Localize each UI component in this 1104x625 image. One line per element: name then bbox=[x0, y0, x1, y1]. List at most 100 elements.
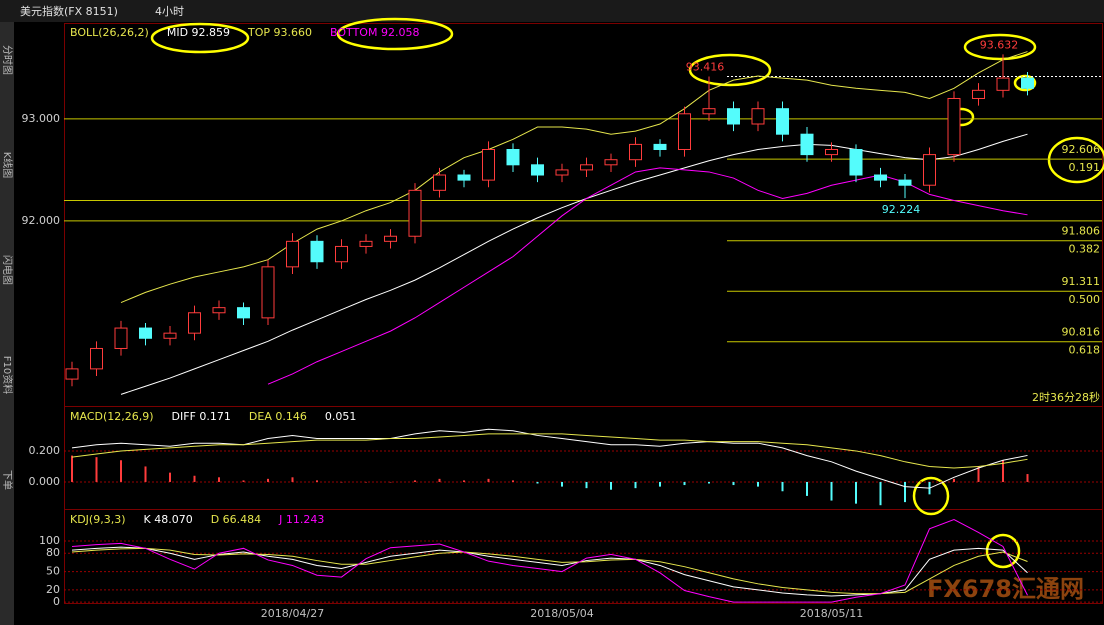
candle-body bbox=[212, 307, 226, 314]
candle-body bbox=[604, 159, 618, 166]
fib-price: 91.311 bbox=[1062, 275, 1101, 288]
circle bbox=[150, 22, 250, 54]
macd-bar bbox=[438, 478, 441, 482]
price-annotation: 93.416 bbox=[686, 60, 725, 73]
macd-bar bbox=[830, 481, 833, 501]
circle bbox=[985, 533, 1021, 569]
candle-body bbox=[678, 113, 691, 151]
candle-body bbox=[629, 143, 642, 161]
candle-body bbox=[727, 108, 740, 125]
fib-price: 92.606 bbox=[1062, 143, 1101, 156]
price-annotation: 93.632 bbox=[980, 38, 1019, 51]
macd-bar bbox=[95, 457, 98, 482]
series-line bbox=[120, 51, 1028, 304]
sidebar-tab[interactable]: 闪电图 bbox=[1, 255, 14, 285]
legend-label: BOLL(26,26,2) bbox=[70, 26, 149, 39]
series-line bbox=[71, 519, 1028, 603]
candle-body bbox=[947, 97, 961, 156]
sidebar-tab[interactable]: F10资料 bbox=[1, 356, 14, 394]
macd-bar bbox=[585, 481, 588, 489]
macd-bar bbox=[144, 466, 147, 482]
y-tick-label: 20 bbox=[46, 583, 60, 596]
macd-bar bbox=[389, 481, 392, 483]
sidebar-tab[interactable]: 下单 bbox=[1, 470, 13, 490]
macd-bar bbox=[659, 481, 661, 487]
candle-body bbox=[751, 108, 765, 125]
macd-bar bbox=[316, 480, 318, 482]
x-tick-label: 2018/05/04 bbox=[530, 607, 593, 620]
series-line bbox=[71, 546, 1028, 597]
candle-body bbox=[188, 312, 201, 334]
legend-label: KDJ(9,3,3) bbox=[70, 513, 126, 526]
sidebar-tab[interactable]: K线图 bbox=[1, 152, 14, 179]
candle-body bbox=[433, 174, 446, 191]
macd-bar bbox=[291, 477, 294, 482]
series-line bbox=[71, 433, 1028, 469]
candle-body bbox=[1021, 77, 1034, 89]
countdown: 2时36分28秒 bbox=[1032, 390, 1100, 404]
legend-label: DIFF 0.171 bbox=[172, 410, 231, 423]
fib-ratio: 0.382 bbox=[1069, 243, 1101, 256]
sidebar-tab[interactable]: 分时图 bbox=[1, 45, 13, 75]
macd-bar bbox=[781, 481, 784, 492]
candle-body bbox=[286, 240, 299, 268]
macd-bar bbox=[193, 475, 196, 482]
candle-body bbox=[335, 245, 348, 263]
y-tick-label: 50 bbox=[46, 565, 60, 578]
y-tick-label: 0 bbox=[53, 595, 60, 608]
macd-bar bbox=[365, 481, 367, 483]
macd-bar bbox=[634, 481, 637, 489]
legend-label: MACD(12,26,9) bbox=[70, 410, 154, 423]
macd-bar bbox=[512, 480, 514, 482]
y-tick-label: 0.000 bbox=[29, 475, 61, 488]
candle-body bbox=[996, 77, 1010, 91]
candle-body bbox=[506, 149, 520, 166]
macd-bar bbox=[536, 481, 539, 484]
macd-bar bbox=[242, 480, 245, 482]
candle-body bbox=[163, 332, 177, 339]
fib-ratio: 0.500 bbox=[1069, 293, 1101, 306]
macd-bar bbox=[463, 480, 465, 482]
legend-label: J 11.243 bbox=[278, 513, 324, 526]
legend-label: D 66.484 bbox=[211, 513, 261, 526]
candle-body bbox=[408, 189, 422, 237]
candle-body bbox=[457, 174, 471, 181]
candle-body bbox=[237, 307, 250, 319]
candle-body bbox=[261, 266, 275, 319]
legend-label: K 48.070 bbox=[144, 513, 193, 526]
candle-body bbox=[555, 169, 569, 176]
candle-body bbox=[310, 240, 324, 263]
candle-body bbox=[65, 368, 79, 380]
period[interactable]: 4小时 bbox=[155, 5, 184, 18]
circle bbox=[688, 53, 772, 87]
candle-body bbox=[972, 89, 985, 99]
macd-bar bbox=[169, 472, 171, 482]
x-tick-label: 2018/05/11 bbox=[800, 607, 863, 620]
series-line bbox=[71, 428, 1028, 489]
fib-price: 91.806 bbox=[1062, 225, 1101, 238]
macd-bar bbox=[1002, 460, 1004, 482]
macd-bar bbox=[561, 481, 563, 487]
macd-bar bbox=[855, 481, 857, 504]
macd-bar bbox=[977, 466, 980, 482]
price-annotation: 92.224 bbox=[882, 203, 921, 216]
symbol[interactable]: 美元指数(FX 8151) bbox=[20, 4, 118, 18]
y-tick-label: 0.200 bbox=[29, 444, 61, 457]
macd-bar bbox=[732, 481, 735, 486]
watermark: FX678汇通网 bbox=[927, 575, 1084, 603]
legend-label: 0.051 bbox=[325, 410, 357, 423]
candle-body bbox=[359, 240, 373, 247]
candle-body bbox=[531, 164, 544, 176]
macd-bar bbox=[218, 477, 220, 482]
y-tick-label: 93.000 bbox=[22, 112, 61, 125]
macd-bar bbox=[904, 481, 906, 503]
candle-body bbox=[384, 235, 397, 242]
macd-bar bbox=[757, 481, 759, 487]
candle-body bbox=[776, 108, 789, 135]
candle-body bbox=[923, 154, 936, 186]
macd-bar bbox=[120, 460, 122, 482]
candle-body bbox=[825, 149, 838, 156]
